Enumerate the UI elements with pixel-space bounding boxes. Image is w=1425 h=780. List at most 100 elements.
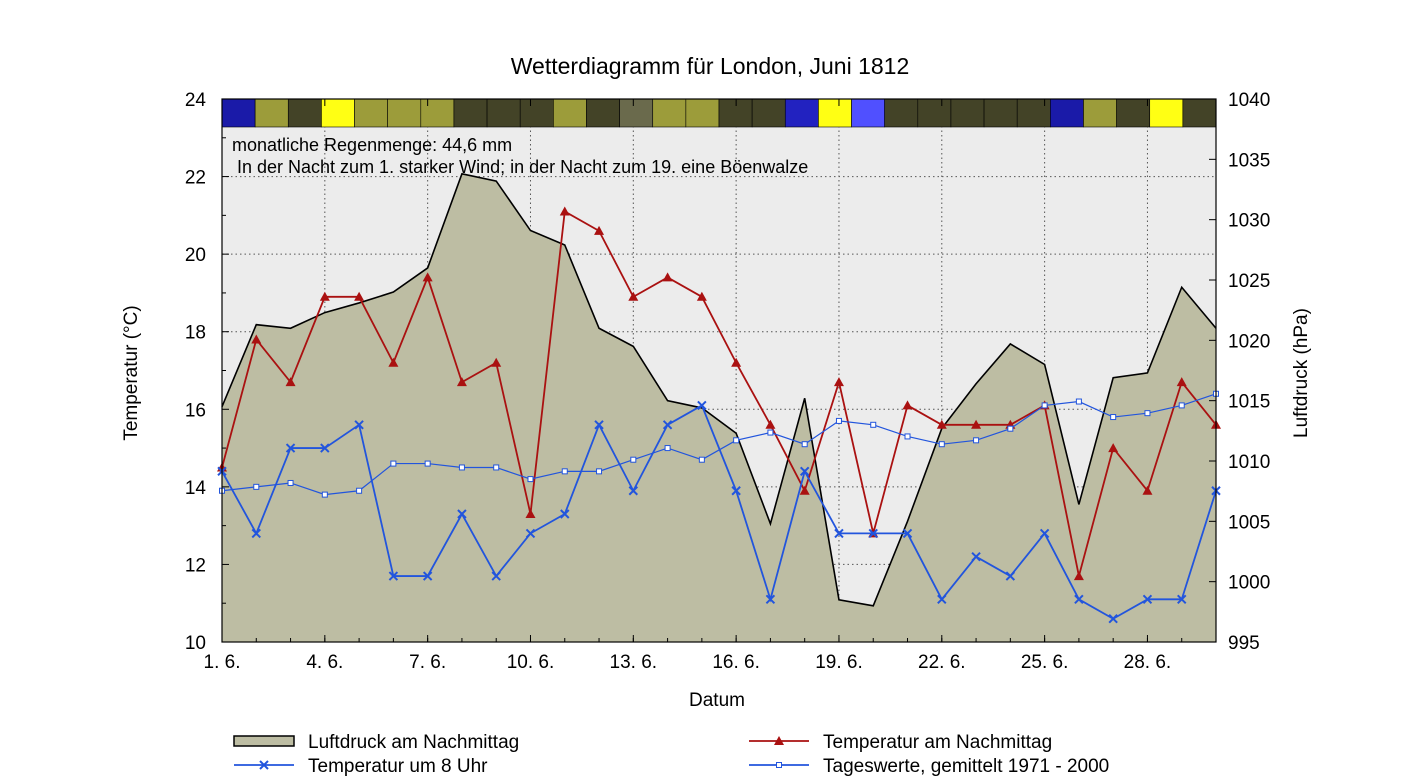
temp-morning-point <box>1108 614 1118 624</box>
normal-point <box>527 476 534 483</box>
temp-morning-point <box>697 400 707 411</box>
y-axis-label-right: Luftdruck (hPa) <box>1291 308 1312 438</box>
normal-point <box>424 460 431 467</box>
weather-cell <box>387 98 422 128</box>
temp-morning-point <box>457 509 467 519</box>
weather-cell <box>553 98 587 128</box>
normal-point <box>287 479 294 486</box>
temp-morning-point <box>525 528 536 539</box>
legend-label: Temperatur um 8 Uhr <box>308 756 488 777</box>
x-mark <box>491 571 501 581</box>
temp-morning-point <box>937 594 947 605</box>
normal-point <box>870 421 877 428</box>
axes: 1. 6. 4. 6. 7. 6. 10. 6. 13. 6. 16. 6. 19. 6. 2… <box>185 90 1270 673</box>
normal-point <box>390 460 397 467</box>
legend-marker <box>776 762 782 768</box>
y-tick-label-right: 1020 <box>1228 331 1270 352</box>
temp-morning-point <box>1005 571 1016 581</box>
temp-morning-point <box>662 420 673 430</box>
x-tick-label: 16. 6. <box>712 652 760 673</box>
temp-morning-point <box>1177 594 1187 605</box>
temp-morning-point <box>799 466 810 477</box>
temp-afternoon-point <box>799 485 810 495</box>
temp-morning-point <box>388 571 399 581</box>
legend-label: Temperatur am Nachmittag <box>823 732 1052 753</box>
legend-swatch <box>233 735 295 747</box>
normal-point <box>733 437 740 444</box>
temp-morning-point <box>422 571 433 581</box>
normal-point <box>1178 402 1185 409</box>
normal-point <box>938 441 945 448</box>
x-mark <box>799 466 810 477</box>
temp-afternoon-point <box>354 291 365 301</box>
x-mark <box>354 420 364 430</box>
y-tick-label-left: 22 <box>185 168 206 189</box>
normal-point <box>1110 414 1117 421</box>
normal-point <box>1075 398 1082 405</box>
y-tick-label-left: 20 <box>185 245 206 266</box>
weather-cell <box>321 98 355 128</box>
weather-band <box>221 98 1217 128</box>
y-tick-label-right: 1035 <box>1228 150 1270 171</box>
temp-morning-point <box>594 420 604 430</box>
normal-point <box>253 483 260 490</box>
x-mark <box>285 443 296 453</box>
weather-cell <box>420 98 455 128</box>
temp-morning-point <box>765 594 776 605</box>
weather-cell <box>751 98 786 128</box>
x-axis-label: Datum <box>689 690 745 711</box>
weather-cell <box>254 98 289 128</box>
weather-cell <box>718 98 753 128</box>
temp-afternoon-point <box>696 291 707 301</box>
temp-afternoon-point <box>1108 443 1119 453</box>
normal-point <box>630 456 637 463</box>
legend: Luftdruck am Nachmittag Temperatur um 8 U… <box>233 732 1109 777</box>
x-tick-label: 28. 6. <box>1124 652 1172 673</box>
y-tick-label-right: 1005 <box>1228 512 1270 533</box>
temp-afternoon-point <box>594 225 605 235</box>
x-mark <box>697 400 707 411</box>
x-mark <box>628 486 639 496</box>
temp-afternoon-point <box>731 357 742 367</box>
annotation-text: monatliche Regenmenge: 44,6 mm <box>232 135 512 155</box>
temp-afternoon-point <box>765 419 776 429</box>
x-tick-label: 7. 6. <box>409 652 446 673</box>
weather-cell <box>1050 98 1084 128</box>
temp-morning-point <box>628 486 639 496</box>
weather-cell <box>453 98 488 128</box>
y-tick-label-right: 1015 <box>1228 392 1270 413</box>
normal-point <box>698 456 705 463</box>
temp-afternoon-point <box>525 509 536 519</box>
temp-morning-point <box>1074 594 1084 605</box>
temp-morning-point <box>868 528 878 539</box>
legend-entry: Luftdruck am Nachmittag <box>233 732 519 753</box>
temp-morning-point <box>902 528 913 539</box>
series-line <box>221 393 1217 496</box>
weather-cell <box>652 98 687 128</box>
weather-cell <box>950 98 985 128</box>
temp-afternoon-point <box>1142 485 1153 495</box>
weather-cell <box>619 98 654 128</box>
normal-point <box>356 487 363 494</box>
series-layer <box>217 172 1221 642</box>
weather-cell <box>354 98 388 128</box>
temp-afternoon-point <box>1176 377 1187 387</box>
legend-label: Luftdruck am Nachmittag <box>308 732 519 753</box>
y-axis-label-left: Temperatur (°C) <box>121 305 142 440</box>
temp-morning-point <box>251 528 261 539</box>
y-tick-label-right: 1030 <box>1228 211 1270 232</box>
x-tick-label: 19. 6. <box>815 652 863 673</box>
legend-marker <box>774 736 784 745</box>
y-tick-label-left: 16 <box>185 400 206 421</box>
x-mark <box>971 551 981 562</box>
temp-morning-point <box>834 528 844 539</box>
weather-cell <box>884 98 919 128</box>
y-tick-label-left: 12 <box>185 555 206 576</box>
x-mark <box>251 528 261 539</box>
x-tick-label: 22. 6. <box>918 652 966 673</box>
temp-morning-point <box>354 420 364 430</box>
y-tick-label-right: 1010 <box>1228 452 1270 473</box>
x-mark <box>1039 528 1050 539</box>
